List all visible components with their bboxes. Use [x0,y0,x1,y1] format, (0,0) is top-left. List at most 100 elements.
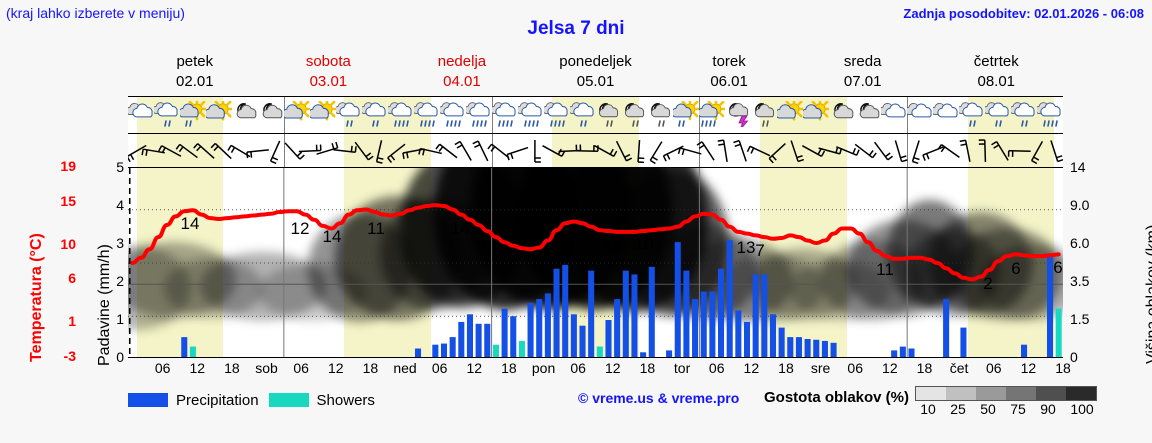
day-header-row: petek 02.01 sobota 03.01 nedelja 04.01 ponedel… [128,52,1063,94]
temperature-tick: -3 [63,348,76,364]
temperature-axis-title-text: Temperatura (°C) [28,233,45,362]
precipitation-bar [735,310,742,357]
precipitation-bar [449,337,456,357]
precipitation-bar [536,299,543,357]
day-name: sobota [305,53,351,70]
precipitation-bar [458,321,465,357]
x-axis-label: 12 [189,360,206,376]
precipitation-bar [484,323,491,357]
cloud-height-tick: 0 [1070,349,1078,365]
cloud-density-tick: 90 [1040,401,1056,417]
showers-legend-label: Showers [316,391,375,409]
weather-icon-sun-cloud [283,101,310,127]
precipitation-bar [960,327,967,357]
cloud-density-legend: Gostota oblakov (%) 10 25 50 75 90 100 [764,386,1098,417]
precipitation-bar [432,344,439,357]
weather-icon-cloudy-rain [413,101,440,127]
weather-icon-moon-cloud-drizzle [621,101,647,127]
x-axis-label: 06 [293,360,309,376]
location-menu-hint[interactable]: (kraj lahko izberete v meniju) [6,5,185,21]
day-separator [907,97,909,133]
precipitation-bar [189,346,196,357]
precipitation-bar [787,337,794,357]
temperature-tick: 19 [60,158,76,174]
x-axis-label: 06 [154,360,171,376]
precipitation-bar [709,291,716,357]
x-axis-label: čet [949,360,969,376]
cloud-density-step [946,387,977,400]
weather-icon-row [128,96,1063,134]
cloud-density-scale: 10 25 50 75 90 100 [915,386,1098,417]
precipitation-bar [769,314,777,357]
weather-icon-cloudy-drizzle [985,101,1011,127]
weather-icon-cloudy [128,101,154,127]
weather-icon-cloudy-rain [491,101,518,127]
day-date: 07.01 [843,73,882,90]
temperature-tick: 15 [60,192,76,209]
cloud-density-tick: 100 [1070,401,1094,417]
graph-canvas [128,168,1063,357]
day-separator [907,134,909,167]
cloud-density-ticks: 10 25 50 75 90 100 [915,401,1097,417]
precipitation-bars [181,240,1062,357]
cloud-density-tick: 10 [920,401,936,417]
temperature-value-label: 10 [634,234,654,254]
precipitation-bar [631,274,638,357]
precipitation-bar [1021,344,1028,357]
precipitation-bar [700,291,707,357]
precipitation-bar [510,316,517,357]
weather-icon-cloudy-rain [465,101,492,127]
x-axis-label: 12 [327,360,344,376]
wind-barbs [128,139,1063,165]
temperature-tick: 1 [68,313,76,330]
temperature-value-label: 2 [983,273,993,293]
daylight-band [759,134,847,167]
day-name: nedelja [437,53,487,70]
precipitation-bar [804,339,811,357]
precipitation-bar [761,274,768,357]
weather-icon-cloudy-rain [517,101,544,127]
temperature-value-label: 14 [450,218,470,238]
x-axis-label: 06 [847,360,864,376]
cloud-height-axis-title-text: Višina oblakov (km) [1144,224,1152,364]
showers-swatch [268,393,309,407]
precipitation-bar [666,350,673,357]
weather-icon-sun-cloud-rain [699,101,726,127]
x-axis-label: 12 [882,360,898,376]
precipitation-bar [1046,255,1054,357]
precipitation-bar [899,346,906,357]
weather-icon-cloudy [881,101,907,127]
x-axis-label: 12 [1020,360,1037,376]
precipitation-bar [821,340,828,357]
precipitation-tick: 5 [116,159,124,175]
x-axis-label: sre [810,360,831,376]
precipitation-bar [726,240,733,357]
day-name: sreda [843,53,882,70]
weather-icon-moon-cloud-drizzle [647,101,673,127]
temperature-tick: 6 [68,270,76,287]
cloud-height-tick: 9.0 [1070,197,1090,213]
cloud-height-tick: 3.5 [1070,273,1090,289]
weather-icon-cloudy-rain [543,101,570,127]
weather-icon-cloudy [907,101,933,127]
x-axis-label: 12 [743,360,760,376]
temperature-tick: 10 [60,235,76,252]
meteogram-plot: 14 12 14 11 14 8 12 10 13 7 11 2 6 6 [128,168,1063,358]
cloud-density-field [128,168,1063,330]
precipitation-bar [562,264,569,357]
precipitation-bar [579,325,586,357]
temperature-value-label: 6 [1053,258,1063,278]
precipitation-bar [605,320,612,357]
day-date: 03.01 [309,73,348,90]
day-separator [491,97,493,133]
precipitation-tick: 1 [116,311,124,327]
precipitation-bar [588,270,595,357]
cloud-height-tick: 1.5 [1070,311,1090,327]
precipitation-bar [830,342,837,357]
day-header-nedelja: nedelja 04.01 [395,52,529,94]
copyright-label[interactable]: © vreme.us & vreme.pro [578,390,740,406]
precipitation-bar [943,299,950,357]
legend-item-showers: Showers [268,391,375,409]
day-header-sreda: sreda 07.01 [796,52,930,94]
precipitation-tick: 2 [116,273,124,289]
